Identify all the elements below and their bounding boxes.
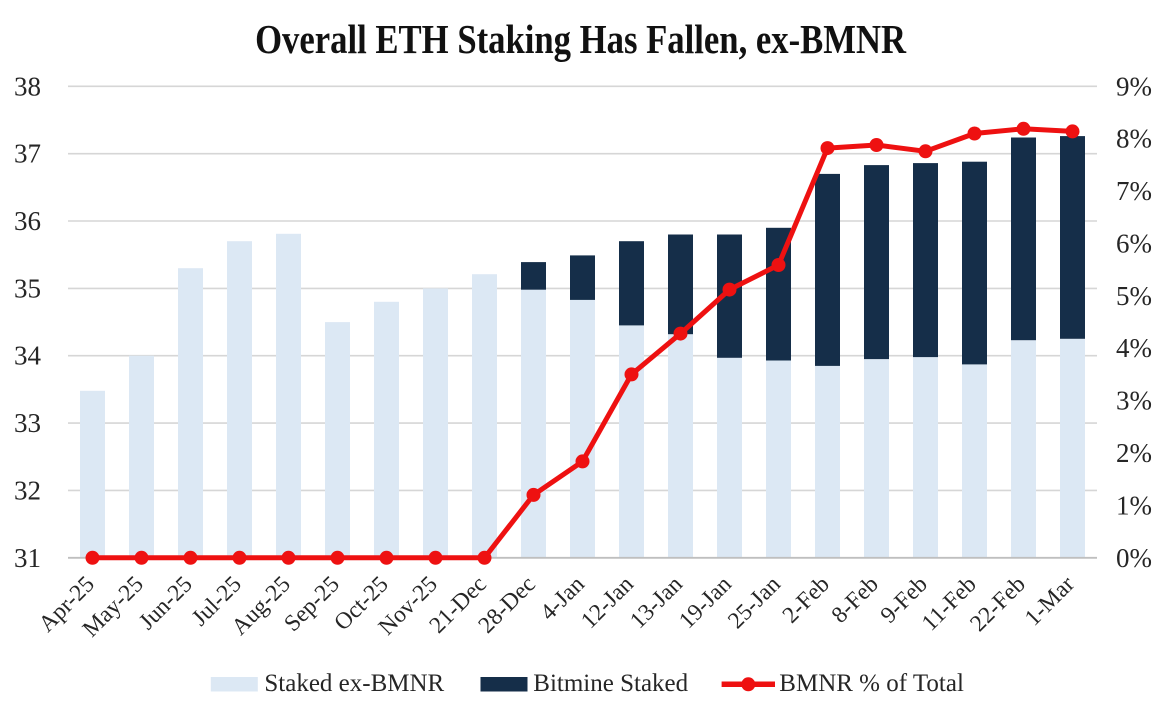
svg-text:Staked ex-BMNR: Staked ex-BMNR: [264, 670, 444, 697]
svg-text:1%: 1%: [1116, 490, 1152, 520]
svg-text:7%: 7%: [1116, 176, 1152, 206]
svg-text:31: 31: [14, 543, 41, 573]
svg-text:BMNR % of Total: BMNR % of Total: [779, 670, 964, 697]
svg-text:34: 34: [14, 341, 42, 371]
svg-text:32: 32: [14, 475, 41, 505]
svg-text:36: 36: [14, 206, 41, 236]
svg-text:0%: 0%: [1116, 543, 1152, 573]
svg-text:33: 33: [14, 408, 41, 438]
svg-text:Bitmine Staked: Bitmine Staked: [533, 670, 688, 697]
svg-text:4%: 4%: [1116, 333, 1152, 363]
svg-text:9%: 9%: [1116, 71, 1152, 101]
svg-text:38: 38: [14, 71, 41, 101]
svg-text:5%: 5%: [1116, 281, 1152, 311]
svg-text:2%: 2%: [1116, 438, 1152, 468]
svg-text:3%: 3%: [1116, 386, 1152, 416]
svg-text:8%: 8%: [1116, 124, 1152, 154]
svg-text:37: 37: [14, 139, 41, 169]
svg-text:35: 35: [14, 273, 41, 303]
svg-text:Overall ETH Staking Has Fallen: Overall ETH Staking Has Fallen, ex-BMNR: [255, 16, 906, 62]
svg-text:6%: 6%: [1116, 229, 1152, 259]
